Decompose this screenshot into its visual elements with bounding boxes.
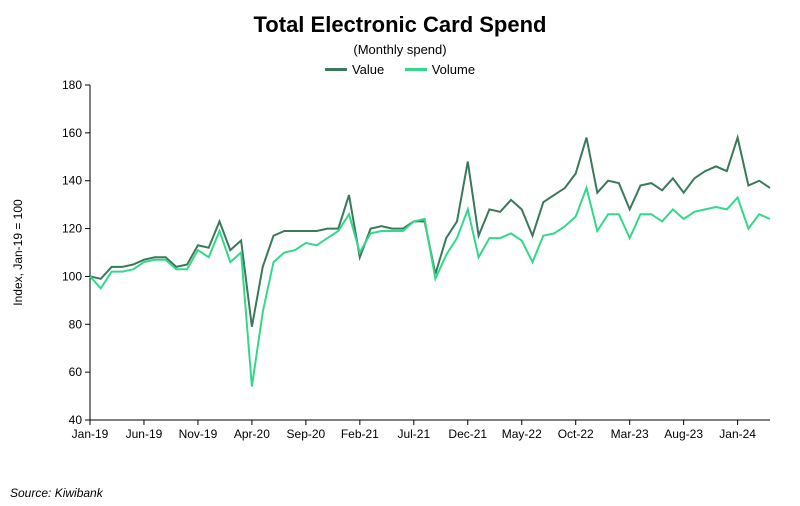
x-tick-label: Aug-23	[664, 427, 703, 441]
x-tick-label: May-22	[502, 427, 542, 441]
y-tick-label: 60	[69, 365, 83, 379]
x-tick-label: Nov-19	[179, 427, 218, 441]
x-tick-label: Mar-23	[611, 427, 649, 441]
legend-item-value: Value	[325, 62, 384, 77]
series-value	[90, 138, 770, 327]
y-tick-label: 180	[62, 78, 82, 92]
legend-swatch-volume	[405, 68, 427, 71]
legend-swatch-value	[325, 68, 347, 71]
plot-area: 406080100120140160180Index, Jan-19 = 100…	[60, 80, 780, 460]
legend: Value Volume	[0, 58, 800, 77]
x-tick-label: Feb-21	[341, 427, 379, 441]
legend-label-value: Value	[352, 62, 384, 77]
chart-container: Total Electronic Card Spend (Monthly spe…	[0, 0, 800, 506]
x-tick-label: Jun-19	[126, 427, 163, 441]
y-tick-label: 40	[69, 413, 83, 427]
y-tick-label: 140	[62, 174, 82, 188]
y-tick-label: 100	[62, 269, 82, 283]
chart-title: Total Electronic Card Spend	[0, 12, 800, 38]
legend-label-volume: Volume	[432, 62, 475, 77]
legend-item-volume: Volume	[405, 62, 475, 77]
chart-subtitle: (Monthly spend)	[0, 42, 800, 57]
x-tick-label: Sep-20	[287, 427, 326, 441]
x-tick-label: Dec-21	[448, 427, 487, 441]
y-tick-label: 80	[69, 317, 83, 331]
x-tick-label: Jan-24	[719, 427, 756, 441]
x-tick-label: Apr-20	[234, 427, 270, 441]
source-label: Source: Kiwibank	[10, 486, 103, 500]
y-tick-label: 160	[62, 126, 82, 140]
x-tick-label: Oct-22	[558, 427, 594, 441]
y-tick-label: 120	[62, 222, 82, 236]
x-tick-label: Jan-19	[72, 427, 109, 441]
y-axis-label: Index, Jan-19 = 100	[11, 199, 25, 306]
x-tick-label: Jul-21	[397, 427, 430, 441]
series-volume	[90, 188, 770, 387]
